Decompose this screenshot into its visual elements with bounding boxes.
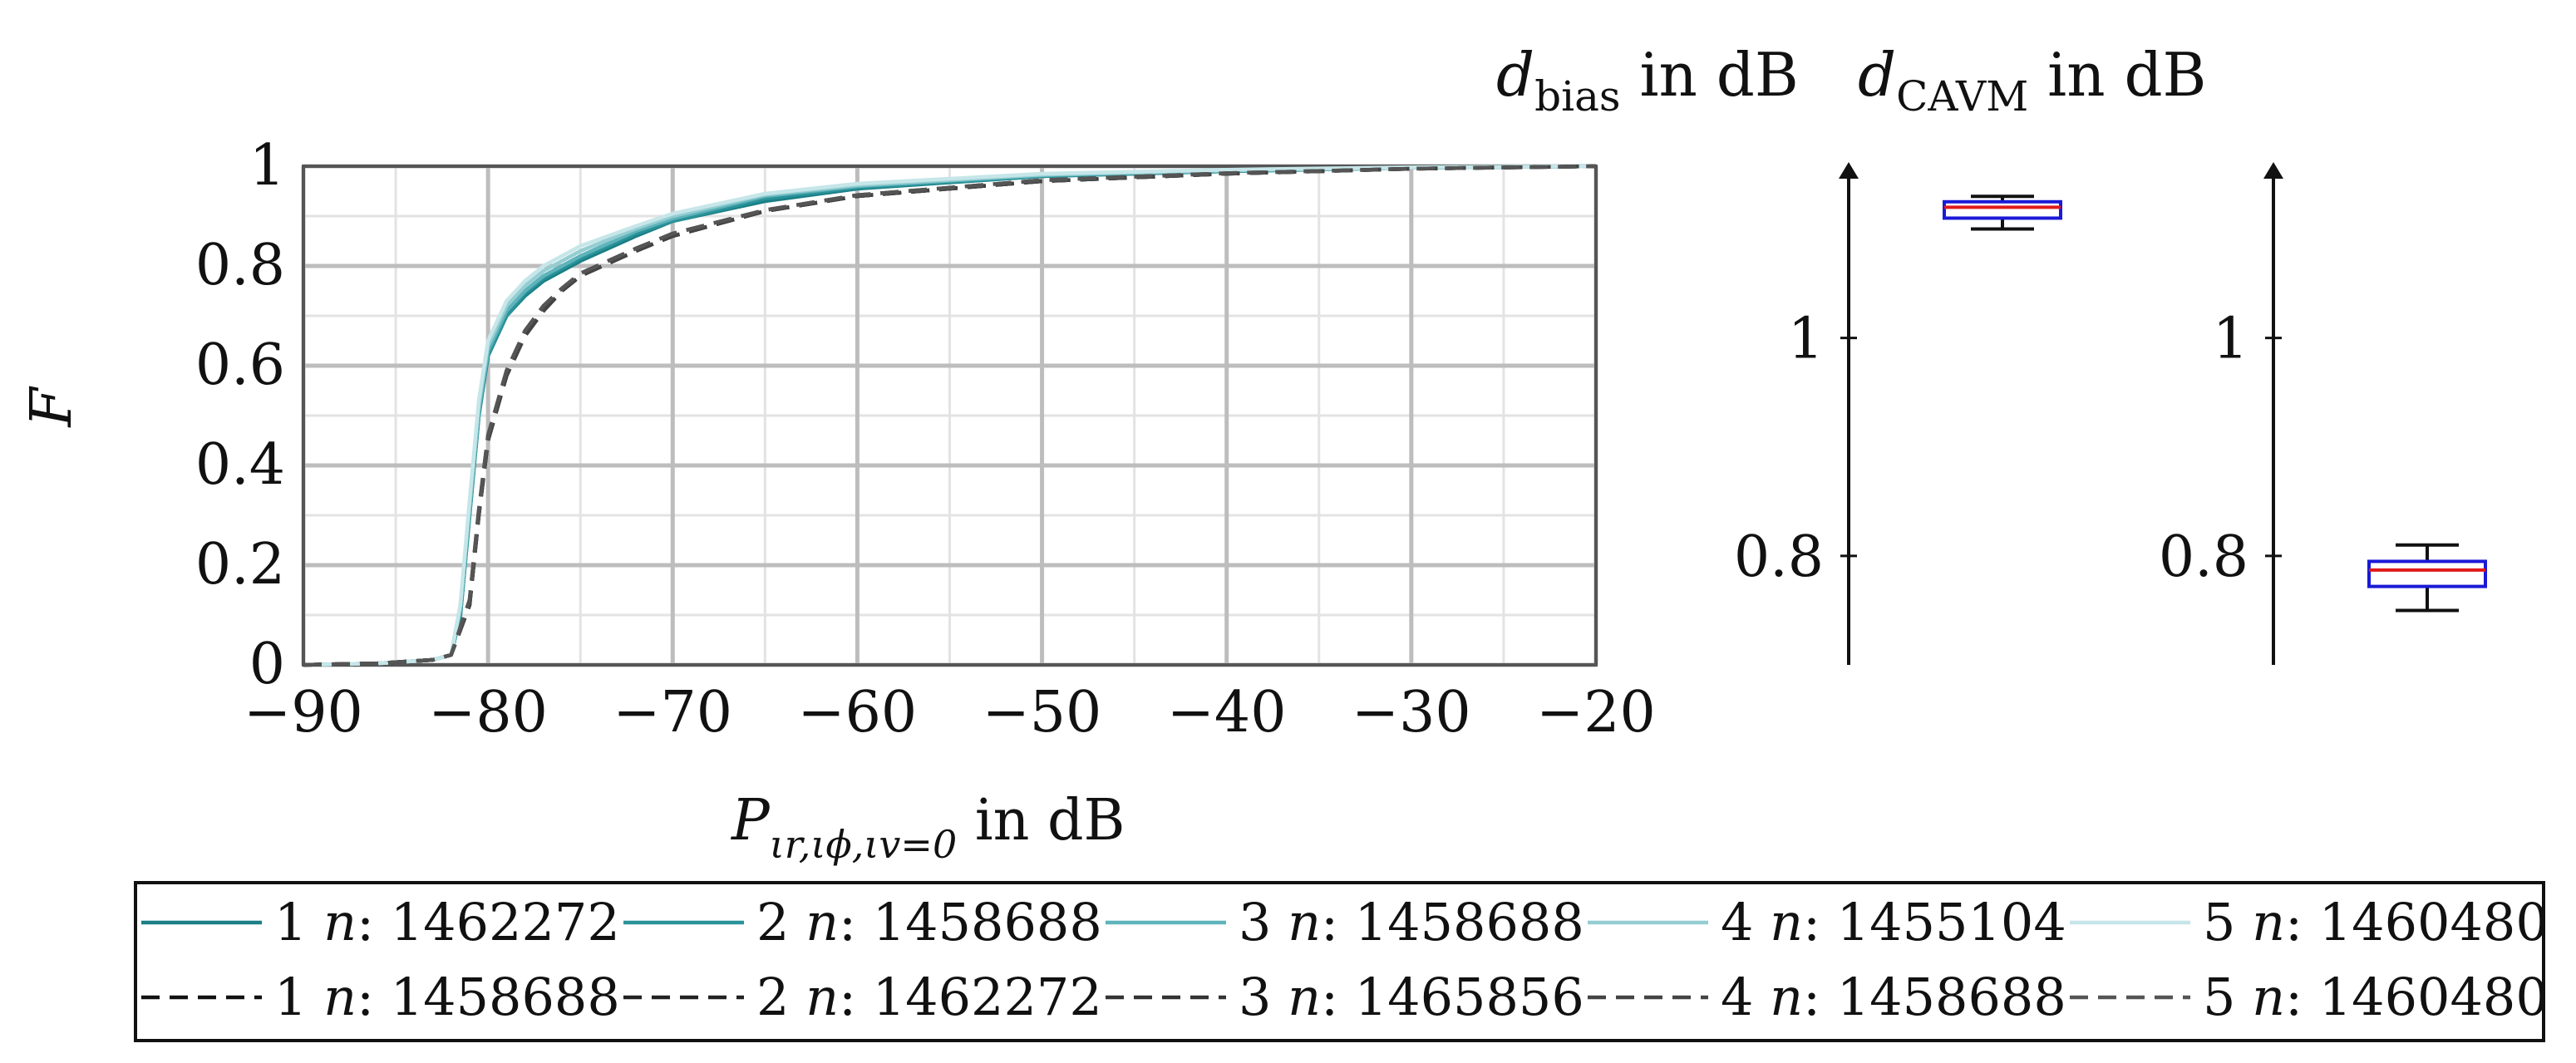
box1-axis-arrow-icon xyxy=(1839,162,1859,179)
legend-entry: 3 n: 1458688 xyxy=(1239,892,1584,952)
legend-index: 1 xyxy=(274,967,323,1027)
cdf-x-tick-labels: −90 −80 −70 −60 −50 −40 −30 −20 xyxy=(244,680,1656,746)
legend-count: : 1458688 xyxy=(357,967,620,1027)
x-tick-label: −90 xyxy=(244,680,363,746)
box2-axis-arrow-icon xyxy=(2263,162,2283,179)
legend-entry: 1 n: 1458688 xyxy=(274,967,620,1027)
x-tick-label: −50 xyxy=(983,680,1102,746)
box2-title-main: d xyxy=(1858,40,1896,110)
legend-n-symbol: n xyxy=(323,967,357,1027)
box-iqr xyxy=(2367,559,2487,588)
legend-entry: 5 n: 1460480 xyxy=(2203,967,2549,1027)
legend-entry: 2 n: 1462272 xyxy=(756,967,1102,1027)
legend-count: : 1465856 xyxy=(1321,967,1584,1027)
legend-count: : 1462272 xyxy=(357,892,620,952)
legend-index: 5 xyxy=(2203,967,2252,1027)
cdf-y-axis-label: F xyxy=(19,386,85,429)
box-y-tick-label: 0.8 xyxy=(1734,524,1824,590)
x-label-unit: in dB xyxy=(957,788,1125,854)
legend-entry: 4 n: 1455104 xyxy=(1721,892,2066,952)
box2-box xyxy=(2367,543,2487,613)
legend-index: 3 xyxy=(1239,967,1288,1027)
x-tick-label: −70 xyxy=(613,680,733,746)
x-tick-label: −30 xyxy=(1352,680,1471,746)
box-plot-d-cavm: dCAVM in dB 0.81 xyxy=(1858,40,2487,665)
box2-title-unit: in dB xyxy=(2028,40,2206,110)
series-line-10 xyxy=(303,164,1597,667)
cdf-frame xyxy=(302,165,1598,667)
x-tick-label: −40 xyxy=(1167,680,1287,746)
legend-frame xyxy=(134,881,2545,1042)
cdf-x-axis-label: Pιr,ιϕ,ιv=0 in dB xyxy=(730,788,1125,867)
legend-index: 4 xyxy=(1721,892,1770,952)
x-tick-label: −20 xyxy=(1536,680,1656,746)
box-y-tick-label: 1 xyxy=(1788,307,1824,372)
legend-count: : 1460480 xyxy=(2285,892,2549,952)
legend-entry: 4 n: 1458688 xyxy=(1721,967,2066,1027)
box1-title-unit: in dB xyxy=(1621,40,1799,110)
y-tick-label: 0.8 xyxy=(195,233,285,298)
cdf-y-tick-labels: 0 0.2 0.4 0.6 0.8 1 xyxy=(195,133,285,697)
legend-index: 2 xyxy=(756,967,805,1027)
legend-count: : 1462272 xyxy=(839,967,1102,1027)
box1-box xyxy=(1943,194,2062,231)
legend: 1 n: 1462272 2 n: 1458688 3 n: 1458688 4 n:… xyxy=(134,881,2549,1042)
legend-index: 5 xyxy=(2203,892,2252,952)
box-y-tick-label: 0.8 xyxy=(2159,524,2248,590)
y-tick-label: 0.6 xyxy=(195,332,285,398)
legend-n-symbol: n xyxy=(323,892,357,952)
box1-title-main: d xyxy=(1496,40,1534,110)
legend-n-symbol: n xyxy=(805,967,839,1027)
box-y-tick-label: 1 xyxy=(2213,307,2248,372)
legend-count: : 1458688 xyxy=(1321,892,1584,952)
legend-entry: 5 n: 1460480 xyxy=(2203,892,2549,952)
x-label-sub: ιr,ιϕ,ιv=0 xyxy=(770,822,957,867)
legend-n-symbol: n xyxy=(1770,892,1803,952)
legend-count: : 1460480 xyxy=(2285,967,2549,1027)
legend-index: 1 xyxy=(274,892,323,952)
legend-items: 1 n: 1462272 2 n: 1458688 3 n: 1458688 4 n:… xyxy=(141,892,2549,1027)
box1-title: dbias in dB xyxy=(1496,40,1799,121)
legend-entry: 1 n: 1462272 xyxy=(274,892,620,952)
box2-title: dCAVM in dB xyxy=(1858,40,2206,121)
cdf-series-lines xyxy=(303,164,1597,667)
y-tick-label: 0.2 xyxy=(195,532,285,598)
box2-y-ticks: 0.81 xyxy=(2159,307,2282,590)
legend-n-symbol: n xyxy=(805,892,839,952)
legend-count: : 1458688 xyxy=(839,892,1102,952)
box1-title-sub: bias xyxy=(1534,72,1620,121)
legend-n-symbol: n xyxy=(1288,892,1321,952)
legend-index: 2 xyxy=(756,892,805,952)
cdf-plot: −90 −80 −70 −60 −50 −40 −30 −20 00.20.40.60.81 … xyxy=(19,133,1656,867)
cdf-grid xyxy=(301,164,1598,667)
y-tick-label: 1 xyxy=(249,133,285,199)
legend-index: 4 xyxy=(1721,967,1770,1027)
legend-n-symbol: n xyxy=(2252,967,2285,1027)
legend-index: 3 xyxy=(1239,892,1288,952)
legend-entry: 2 n: 1458688 xyxy=(756,892,1102,952)
legend-count: : 1455104 xyxy=(1803,892,2066,952)
legend-n-symbol: n xyxy=(1288,967,1321,1027)
x-tick-label: −80 xyxy=(428,680,548,746)
box2-title-sub: CAVM xyxy=(1896,72,2028,121)
box-plot-d-bias: dbias in dB 0.81 xyxy=(1496,40,2062,665)
box-iqr xyxy=(1943,199,2062,220)
x-label-main: P xyxy=(730,788,771,854)
legend-count: : 1458688 xyxy=(1803,967,2066,1027)
y-tick-label: 0 xyxy=(249,632,285,697)
legend-entry: 3 n: 1465856 xyxy=(1239,967,1584,1027)
legend-n-symbol: n xyxy=(1770,967,1803,1027)
legend-n-symbol: n xyxy=(2252,892,2285,952)
x-tick-label: −60 xyxy=(798,680,918,746)
box1-y-ticks: 0.81 xyxy=(1734,307,1857,590)
y-tick-label: 0.4 xyxy=(195,432,285,498)
